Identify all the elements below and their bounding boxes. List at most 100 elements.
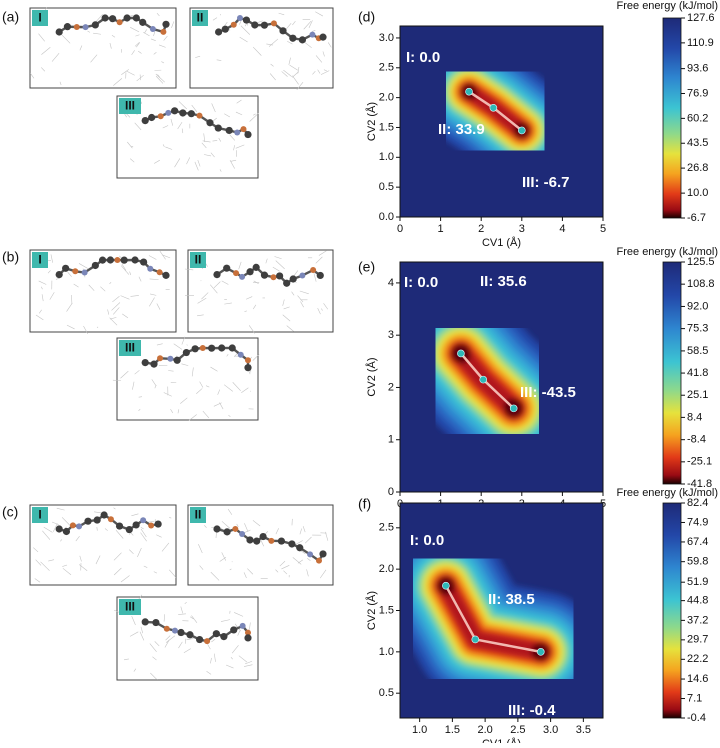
atom xyxy=(261,272,268,279)
molecule-box: II xyxy=(188,505,333,585)
x-tick-label: 5 xyxy=(600,223,606,235)
state-label: III: -0.4 xyxy=(508,702,556,719)
atom xyxy=(244,634,251,641)
atom xyxy=(108,516,114,522)
atom xyxy=(213,271,220,278)
colorbar-tick-label: 26.8 xyxy=(687,162,708,174)
atom xyxy=(317,272,324,279)
x-tick-label: 2.0 xyxy=(477,724,492,736)
atom xyxy=(92,21,99,28)
atom xyxy=(74,24,80,30)
colorbar-tick-label: 59.8 xyxy=(687,556,708,568)
panel-letter: (c) xyxy=(2,504,18,520)
atom xyxy=(230,626,237,633)
atom xyxy=(155,520,162,527)
molecule-box: II xyxy=(190,8,333,90)
y-tick-label: 4 xyxy=(388,277,394,289)
atom xyxy=(160,29,166,35)
atom xyxy=(278,537,285,544)
atom xyxy=(164,626,170,632)
atom xyxy=(261,22,268,29)
atom xyxy=(204,638,210,644)
x-tick-label: 3.0 xyxy=(543,724,558,736)
colorbar-tick-label: 43.5 xyxy=(687,137,708,149)
atom xyxy=(307,551,313,557)
colorbar-tick-label: -25.1 xyxy=(687,456,712,468)
atom xyxy=(223,528,230,535)
atom xyxy=(283,280,290,287)
atom xyxy=(174,357,181,364)
atom xyxy=(310,267,316,273)
atom xyxy=(271,20,277,26)
box-frame xyxy=(188,250,333,332)
y-tick-label: 2.5 xyxy=(379,522,394,534)
atom xyxy=(244,364,251,371)
colorbar-tick-label: 14.6 xyxy=(687,673,708,685)
atom xyxy=(142,618,149,625)
box-tag: III xyxy=(125,341,135,355)
atom xyxy=(270,274,276,280)
state-point xyxy=(490,104,497,111)
molecule-box: III xyxy=(114,595,258,680)
atom xyxy=(253,538,260,545)
colorbar-tick-label: 125.5 xyxy=(687,256,715,268)
box-tag: II xyxy=(195,253,202,267)
x-tick-label: 3 xyxy=(519,223,525,235)
y-tick-label: 2.0 xyxy=(379,563,394,575)
atom xyxy=(222,26,229,33)
atom xyxy=(140,258,147,265)
state-point xyxy=(457,350,464,357)
x-tick-label: 3.5 xyxy=(576,724,591,736)
atom xyxy=(107,256,114,263)
molecule-box: I xyxy=(30,505,176,585)
atom xyxy=(56,525,63,532)
colorbar-tick-label: -6.7 xyxy=(687,212,706,224)
panel-letter: (b) xyxy=(2,249,19,265)
y-tick-label: 1 xyxy=(388,434,394,446)
y-tick-label: 3 xyxy=(388,329,394,341)
colorbar-tick-label: 75.3 xyxy=(687,323,708,335)
atom xyxy=(123,14,130,21)
state-label: II: 35.6 xyxy=(480,273,527,290)
colorbar-tick-label: 44.8 xyxy=(687,595,708,607)
atom xyxy=(246,268,253,275)
atom xyxy=(290,275,297,282)
atom xyxy=(231,22,237,28)
atom xyxy=(240,126,246,132)
colorbar-tick-label: -8.4 xyxy=(687,434,706,446)
x-tick-label: 1.0 xyxy=(412,724,427,736)
atom xyxy=(316,558,322,564)
colorbar-tick-label: 74.9 xyxy=(687,516,708,528)
colorbar-tick-label: -0.4 xyxy=(687,712,706,724)
box-tag: II xyxy=(197,11,204,25)
atom xyxy=(165,110,171,116)
atom xyxy=(226,127,233,134)
molecule-box: III xyxy=(117,96,259,178)
state-point xyxy=(518,127,525,134)
atom xyxy=(114,257,120,263)
box-tag: III xyxy=(125,600,135,614)
atom xyxy=(72,268,78,274)
box-tag: I xyxy=(38,508,41,522)
y-axis-label: CV2 (Å) xyxy=(365,357,378,396)
atom xyxy=(215,124,222,131)
x-tick-label: 0 xyxy=(397,223,403,235)
atom xyxy=(215,28,222,35)
molecule-box: III xyxy=(113,337,259,421)
atom xyxy=(243,16,250,23)
atom xyxy=(309,32,315,38)
x-axis-label: CV1 (Å) xyxy=(482,737,521,743)
atom xyxy=(167,356,173,362)
atom xyxy=(131,256,138,263)
atom xyxy=(157,355,163,361)
atom xyxy=(233,270,239,276)
colorbar-title: Free energy (kJ/mol) xyxy=(617,0,718,12)
atom xyxy=(188,110,195,117)
atom xyxy=(177,629,184,636)
colorbar-tick-label: 41.8 xyxy=(687,367,708,379)
state-point xyxy=(537,648,544,655)
state-point xyxy=(466,88,473,95)
atom xyxy=(238,352,244,358)
x-axis-label: CV1 (Å) xyxy=(482,236,521,249)
state-label: I: 0.0 xyxy=(404,274,438,291)
